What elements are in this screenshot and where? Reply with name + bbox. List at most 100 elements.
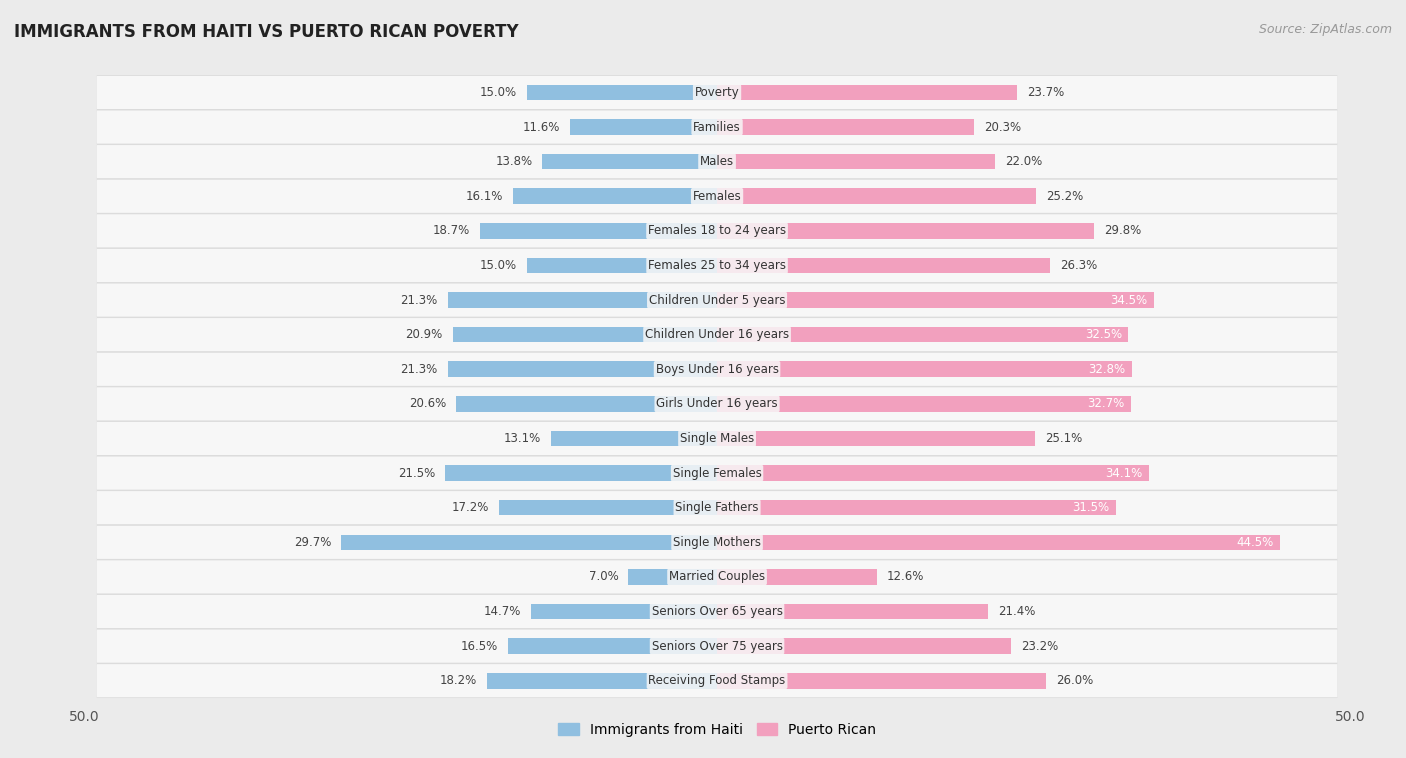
Text: 26.3%: 26.3%	[1060, 259, 1097, 272]
FancyBboxPatch shape	[97, 456, 1337, 490]
Text: 25.2%: 25.2%	[1046, 190, 1083, 202]
Text: Married Couples: Married Couples	[669, 571, 765, 584]
FancyBboxPatch shape	[97, 180, 1337, 213]
Text: Children Under 5 years: Children Under 5 years	[648, 293, 786, 306]
Text: 29.8%: 29.8%	[1104, 224, 1142, 237]
FancyBboxPatch shape	[97, 490, 1337, 525]
FancyBboxPatch shape	[97, 526, 1337, 559]
Legend: Immigrants from Haiti, Puerto Rican: Immigrants from Haiti, Puerto Rican	[553, 718, 882, 743]
FancyBboxPatch shape	[97, 179, 1337, 214]
Bar	[447, 362, 717, 377]
Bar	[717, 465, 1149, 481]
Text: Families: Families	[693, 121, 741, 133]
Text: Source: ZipAtlas.com: Source: ZipAtlas.com	[1258, 23, 1392, 36]
FancyBboxPatch shape	[97, 352, 1337, 387]
Bar	[717, 258, 1050, 273]
FancyBboxPatch shape	[97, 559, 1337, 594]
Bar	[571, 119, 717, 135]
Text: 25.1%: 25.1%	[1045, 432, 1083, 445]
Text: 34.5%: 34.5%	[1111, 293, 1147, 306]
Bar	[486, 673, 717, 688]
Bar	[717, 431, 1035, 446]
Text: 13.1%: 13.1%	[503, 432, 541, 445]
Text: 32.5%: 32.5%	[1085, 328, 1122, 341]
FancyBboxPatch shape	[97, 145, 1337, 178]
FancyBboxPatch shape	[97, 421, 1337, 456]
FancyBboxPatch shape	[97, 249, 1337, 282]
Text: 7.0%: 7.0%	[589, 571, 619, 584]
Text: Females: Females	[693, 190, 741, 202]
Text: 13.8%: 13.8%	[495, 155, 533, 168]
Text: 23.2%: 23.2%	[1021, 640, 1057, 653]
Bar	[453, 327, 717, 343]
Text: Single Males: Single Males	[681, 432, 754, 445]
FancyBboxPatch shape	[97, 318, 1337, 351]
FancyBboxPatch shape	[97, 110, 1337, 144]
FancyBboxPatch shape	[97, 214, 1337, 248]
Bar	[457, 396, 717, 412]
Bar	[717, 189, 1036, 204]
Bar	[717, 327, 1129, 343]
FancyBboxPatch shape	[97, 491, 1337, 525]
Bar	[628, 569, 717, 584]
Text: Single Fathers: Single Fathers	[675, 501, 759, 514]
Bar	[717, 362, 1132, 377]
Text: 21.3%: 21.3%	[401, 293, 437, 306]
FancyBboxPatch shape	[97, 318, 1337, 352]
FancyBboxPatch shape	[97, 422, 1337, 455]
Text: 32.7%: 32.7%	[1087, 397, 1125, 410]
Text: Boys Under 16 years: Boys Under 16 years	[655, 363, 779, 376]
Text: 21.4%: 21.4%	[998, 605, 1035, 618]
Text: 14.7%: 14.7%	[484, 605, 520, 618]
FancyBboxPatch shape	[97, 75, 1337, 110]
Text: 23.7%: 23.7%	[1028, 86, 1064, 99]
Text: IMMIGRANTS FROM HAITI VS PUERTO RICAN POVERTY: IMMIGRANTS FROM HAITI VS PUERTO RICAN PO…	[14, 23, 519, 41]
Bar	[527, 258, 717, 273]
Text: Single Mothers: Single Mothers	[673, 536, 761, 549]
Bar	[531, 603, 717, 619]
FancyBboxPatch shape	[97, 387, 1337, 421]
FancyBboxPatch shape	[97, 629, 1337, 662]
Text: Males: Males	[700, 155, 734, 168]
Bar	[717, 85, 1017, 100]
Bar	[717, 603, 988, 619]
FancyBboxPatch shape	[97, 456, 1337, 490]
Bar	[717, 154, 995, 170]
Bar	[342, 534, 717, 550]
Bar	[481, 223, 717, 239]
Text: Poverty: Poverty	[695, 86, 740, 99]
Text: 44.5%: 44.5%	[1237, 536, 1274, 549]
FancyBboxPatch shape	[97, 111, 1337, 144]
Text: 29.7%: 29.7%	[294, 536, 332, 549]
Bar	[543, 154, 717, 170]
Bar	[717, 534, 1281, 550]
Bar	[447, 293, 717, 308]
FancyBboxPatch shape	[97, 664, 1337, 697]
Bar	[513, 189, 717, 204]
Text: 12.6%: 12.6%	[887, 571, 924, 584]
Bar	[717, 396, 1130, 412]
FancyBboxPatch shape	[97, 525, 1337, 559]
Text: 21.3%: 21.3%	[401, 363, 437, 376]
Text: Seniors Over 75 years: Seniors Over 75 years	[651, 640, 783, 653]
Text: 16.1%: 16.1%	[465, 190, 503, 202]
FancyBboxPatch shape	[97, 215, 1337, 247]
FancyBboxPatch shape	[97, 76, 1337, 109]
Text: 21.5%: 21.5%	[398, 467, 434, 480]
Bar	[551, 431, 717, 446]
Text: 34.1%: 34.1%	[1105, 467, 1142, 480]
Bar	[717, 223, 1094, 239]
Text: 22.0%: 22.0%	[1005, 155, 1043, 168]
Bar	[717, 500, 1116, 515]
FancyBboxPatch shape	[97, 560, 1337, 594]
Text: Receiving Food Stamps: Receiving Food Stamps	[648, 674, 786, 688]
Text: 17.2%: 17.2%	[451, 501, 489, 514]
FancyBboxPatch shape	[97, 283, 1337, 318]
FancyBboxPatch shape	[97, 594, 1337, 629]
Text: 16.5%: 16.5%	[461, 640, 498, 653]
Text: Females 25 to 34 years: Females 25 to 34 years	[648, 259, 786, 272]
FancyBboxPatch shape	[97, 144, 1337, 179]
FancyBboxPatch shape	[97, 387, 1337, 421]
Text: Children Under 16 years: Children Under 16 years	[645, 328, 789, 341]
Text: 15.0%: 15.0%	[479, 86, 517, 99]
